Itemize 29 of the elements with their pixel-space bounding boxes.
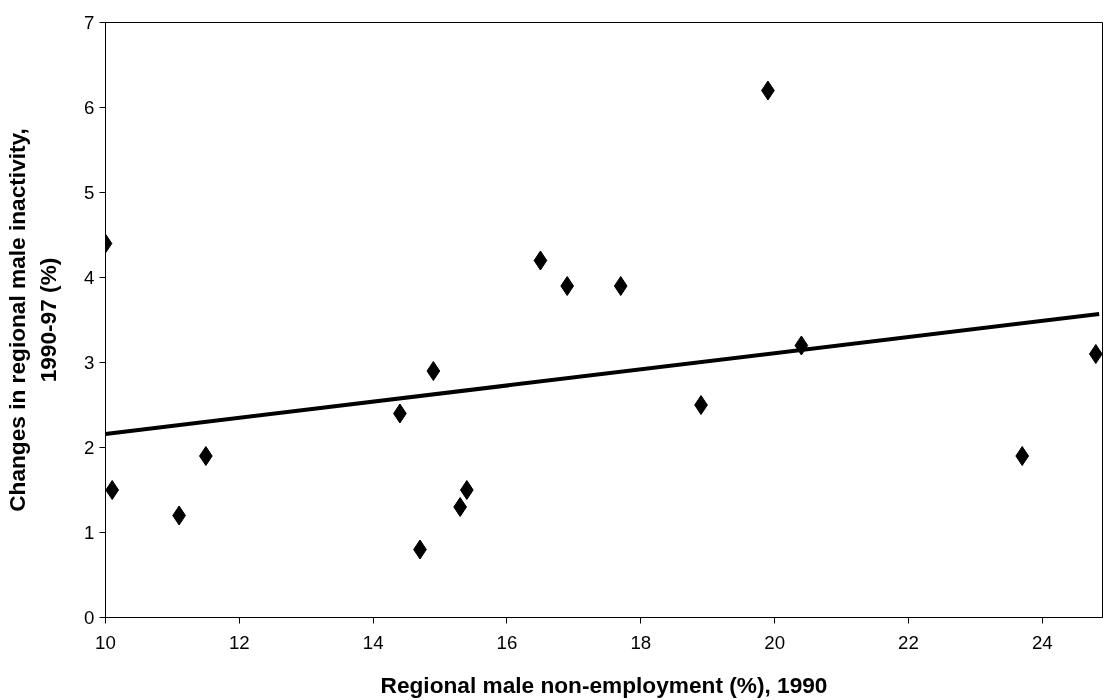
y-axis-title: Changes in regional male inactivity, 1990-97 (%) [3,128,62,512]
y-tick-label: 0 [84,607,95,628]
y-tick-label: 3 [84,352,95,373]
y-tick-label: 6 [84,97,95,118]
y-tick-label: 5 [84,182,95,203]
point [105,480,120,500]
point [453,497,467,517]
x-tick-label: 12 [228,631,250,653]
point [613,276,628,296]
point [1015,446,1030,466]
x-tick-label: 10 [95,631,116,653]
x-tick-label: 14 [362,631,384,653]
point [1088,344,1103,364]
y-tick-label: 4 [84,267,95,288]
y-tick-label: 7 [84,12,95,33]
point [533,250,548,271]
point [460,480,474,500]
y-tick-label: 1 [84,522,95,543]
point [694,395,708,415]
x-tick-label: 22 [898,631,919,653]
point [199,446,213,466]
x-tick-label: 24 [1031,631,1053,653]
x-tick-label: 18 [630,631,652,653]
x-tick-label: 16 [496,631,518,653]
point [560,276,575,296]
x-axis-title: Regional male non-employment (%), 1990 [380,671,828,698]
x-tick-label: 20 [764,631,786,653]
y-tick-label: 2 [84,437,95,458]
point [426,361,441,381]
